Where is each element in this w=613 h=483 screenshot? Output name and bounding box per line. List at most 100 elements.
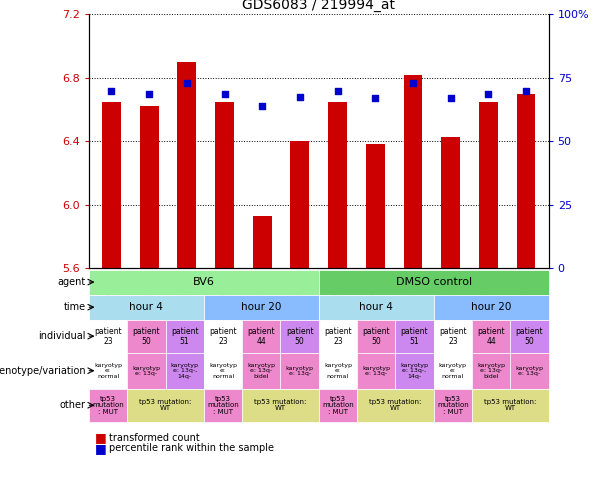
Point <box>144 90 154 98</box>
Title: GDS6083 / 219994_at: GDS6083 / 219994_at <box>242 0 395 12</box>
Bar <box>479 101 498 268</box>
Text: karyotyp
e:
normal: karyotyp e: normal <box>324 363 352 379</box>
Bar <box>510 320 549 353</box>
Text: time: time <box>64 302 86 312</box>
Bar <box>434 389 472 422</box>
Bar <box>319 353 357 389</box>
Text: genotype/variation: genotype/variation <box>0 366 86 376</box>
Bar <box>517 94 535 268</box>
Text: patient
50: patient 50 <box>132 327 160 345</box>
Text: karyotyp
e: 13q-
bidel: karyotyp e: 13q- bidel <box>477 363 505 379</box>
Text: karyotyp
e: 13q-,
14q-: karyotyp e: 13q-, 14q- <box>400 363 428 379</box>
Bar <box>215 101 234 268</box>
Point <box>446 95 455 102</box>
Bar <box>357 389 434 422</box>
Bar <box>242 320 281 353</box>
Text: patient
50: patient 50 <box>516 327 543 345</box>
Point <box>370 95 380 102</box>
Text: individual: individual <box>39 331 86 341</box>
Point <box>333 86 343 94</box>
Text: BV6: BV6 <box>193 277 215 287</box>
Bar <box>204 295 319 320</box>
Bar <box>434 353 472 389</box>
Text: DMSO control: DMSO control <box>395 277 472 287</box>
Bar <box>395 353 434 389</box>
Text: agent: agent <box>58 277 86 287</box>
Bar <box>510 353 549 389</box>
Text: patient
51: patient 51 <box>401 327 428 345</box>
Text: patient
23: patient 23 <box>209 327 237 345</box>
Text: transformed count: transformed count <box>109 433 199 442</box>
Text: ■: ■ <box>95 431 107 444</box>
Bar <box>128 389 204 422</box>
Bar <box>204 353 242 389</box>
Text: other: other <box>60 400 86 410</box>
Point <box>408 79 418 86</box>
Bar <box>366 144 385 268</box>
Bar <box>319 320 357 353</box>
Bar <box>328 101 347 268</box>
Point <box>182 79 192 86</box>
Bar <box>89 353 128 389</box>
Bar <box>281 353 319 389</box>
Bar <box>403 75 422 268</box>
Bar <box>434 320 472 353</box>
Text: hour 4: hour 4 <box>359 302 393 312</box>
Bar <box>472 320 510 353</box>
Point <box>484 90 493 98</box>
Point <box>219 90 229 98</box>
Bar <box>472 353 510 389</box>
Bar <box>395 320 434 353</box>
Point <box>107 86 116 94</box>
Text: tp53 mutation:
WT: tp53 mutation: WT <box>254 399 306 412</box>
Text: percentile rank within the sample: percentile rank within the sample <box>109 443 273 453</box>
Bar <box>441 137 460 268</box>
Bar <box>128 320 166 353</box>
Text: karyotyp
e: 13q-: karyotyp e: 13q- <box>286 366 314 376</box>
Text: patient
44: patient 44 <box>248 327 275 345</box>
Point <box>521 86 531 94</box>
Bar <box>242 353 281 389</box>
Text: patient
50: patient 50 <box>286 327 313 345</box>
Bar <box>89 320 128 353</box>
Bar <box>434 295 549 320</box>
Bar <box>253 216 272 268</box>
Bar <box>166 320 204 353</box>
Text: karyotyp
e:
normal: karyotyp e: normal <box>209 363 237 379</box>
Bar <box>357 320 395 353</box>
Bar <box>128 353 166 389</box>
Point <box>295 93 305 101</box>
Point <box>257 102 267 110</box>
Bar <box>89 295 204 320</box>
Text: hour 20: hour 20 <box>471 302 511 312</box>
Bar <box>242 389 319 422</box>
Bar <box>166 353 204 389</box>
Text: karyotyp
e: 13q-
bidel: karyotyp e: 13q- bidel <box>247 363 275 379</box>
Text: tp53
mutation
: MUT: tp53 mutation : MUT <box>92 396 124 415</box>
Text: tp53
mutation
: MUT: tp53 mutation : MUT <box>437 396 469 415</box>
Bar <box>102 101 121 268</box>
Text: patient
44: patient 44 <box>478 327 505 345</box>
Bar <box>472 389 549 422</box>
Bar <box>357 353 395 389</box>
Text: karyotyp
e: 13q-: karyotyp e: 13q- <box>132 366 161 376</box>
Text: patient
51: patient 51 <box>171 327 199 345</box>
Text: ■: ■ <box>95 442 107 455</box>
Text: tp53
mutation
: MUT: tp53 mutation : MUT <box>322 396 354 415</box>
Text: tp53 mutation:
WT: tp53 mutation: WT <box>139 399 192 412</box>
Text: patient
23: patient 23 <box>324 327 352 345</box>
Text: hour 20: hour 20 <box>241 302 281 312</box>
Text: tp53
mutation
: MUT: tp53 mutation : MUT <box>207 396 239 415</box>
Text: karyotyp
e:
normal: karyotyp e: normal <box>94 363 122 379</box>
Bar <box>177 62 196 268</box>
Text: karyotyp
e: 13q-: karyotyp e: 13q- <box>516 366 544 376</box>
Bar <box>319 295 434 320</box>
Text: tp53 mutation:
WT: tp53 mutation: WT <box>484 399 536 412</box>
Bar <box>319 389 357 422</box>
Bar <box>319 270 549 295</box>
Bar <box>140 106 159 268</box>
Text: karyotyp
e:
normal: karyotyp e: normal <box>439 363 467 379</box>
Bar <box>89 270 319 295</box>
Text: tp53 mutation:
WT: tp53 mutation: WT <box>369 399 422 412</box>
Text: patient
23: patient 23 <box>94 327 122 345</box>
